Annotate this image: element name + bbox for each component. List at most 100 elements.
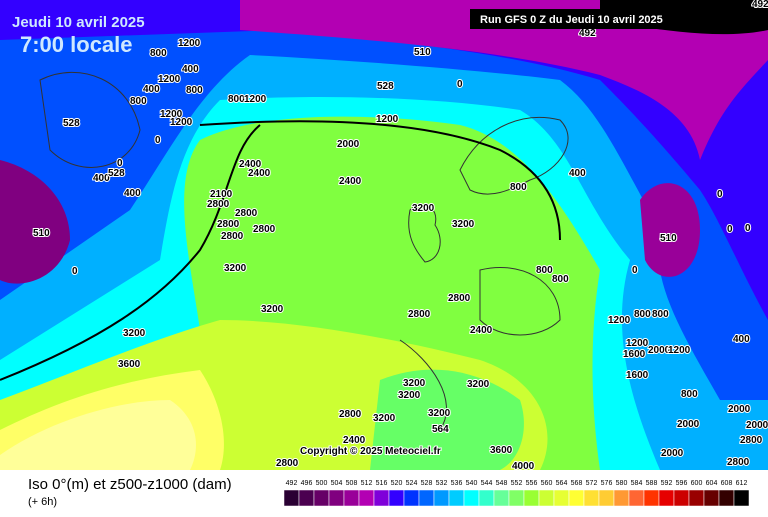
scale-label: 592: [661, 480, 673, 487]
contour-label: 564: [432, 424, 449, 435]
scale-swatch: [613, 489, 630, 507]
scale-swatch: [358, 489, 375, 507]
contour-label: 2800: [740, 435, 763, 446]
contour-label: 2100: [210, 189, 233, 200]
scale-label: 576: [601, 480, 613, 487]
forecast-step: (+ 6h): [28, 496, 57, 508]
scale-label: 516: [376, 480, 388, 487]
scale-swatch: [448, 489, 465, 507]
contour-label: 2800: [448, 293, 471, 304]
contour-label: 800: [510, 182, 527, 193]
contour-label: 1600: [626, 370, 649, 381]
scale-label: 496: [301, 480, 313, 487]
scale-label: 588: [646, 480, 658, 487]
scale-swatch: [373, 489, 390, 507]
mild-area: [370, 369, 524, 470]
contour-label: 2400: [339, 176, 362, 187]
contour-label: 400: [733, 334, 750, 345]
cold-area: [240, 0, 768, 160]
contour-label: 528: [377, 81, 394, 92]
contour-label: 2800: [276, 458, 299, 469]
scale-label: 584: [631, 480, 643, 487]
scale-label: 508: [346, 480, 358, 487]
scale-label: 596: [676, 480, 688, 487]
contour-label: 1200: [178, 38, 201, 49]
contour-label: 3600: [118, 359, 141, 370]
contour-label: 2400: [470, 325, 493, 336]
scale-swatch: [388, 489, 405, 507]
contour-label: 800: [634, 309, 651, 320]
scale-swatch: [478, 489, 495, 507]
cold-area: [0, 0, 768, 400]
contour-label: 1200: [668, 345, 691, 356]
contour-label: 400: [182, 64, 199, 75]
contour-label: 3200: [261, 304, 284, 315]
contour-label: 1200: [244, 94, 267, 105]
scale-label: 512: [361, 480, 373, 487]
contour-label: 0: [727, 224, 733, 235]
contour-label: 800: [536, 265, 553, 276]
contour-label: 1600: [623, 349, 646, 360]
contour-label: 510: [33, 228, 50, 239]
contour-label: 2000: [728, 404, 751, 415]
contour-label: 2000: [648, 345, 671, 356]
contour-label: 3200: [428, 408, 451, 419]
contour-label: 4000: [512, 461, 535, 472]
scale-swatch: [643, 489, 660, 507]
scale-label: 520: [391, 480, 403, 487]
scale-label: 572: [586, 480, 598, 487]
contour-label: 800: [681, 389, 698, 400]
contour-label: 2800: [207, 199, 230, 210]
contour-label: 3200: [373, 413, 396, 424]
scale-swatch: [553, 489, 570, 507]
scale-swatch: [418, 489, 435, 507]
scale-label: 504: [331, 480, 343, 487]
contour-label: 2400: [239, 159, 262, 170]
scale-label: 604: [706, 480, 718, 487]
warm-area: [0, 400, 196, 470]
color-scale: 492 496 500 504 508 512 516 520 524 528 532 536 540 5…: [283, 480, 750, 507]
scale-label: 556: [526, 480, 538, 487]
contour-label: 2000: [661, 448, 684, 459]
contour-label: 2800: [339, 409, 362, 420]
contour-label: 800: [552, 274, 569, 285]
contour-label: 1200: [626, 338, 649, 349]
scale-label: 536: [451, 480, 463, 487]
scale-swatch: [718, 489, 735, 507]
contour-label: 3600: [490, 445, 513, 456]
contour-label: 3200: [452, 219, 475, 230]
scale-swatch: [703, 489, 720, 507]
scale-swatch: [508, 489, 525, 507]
scale-swatch: [598, 489, 615, 507]
contour-label: 0: [632, 265, 638, 276]
contour-label: 800: [228, 94, 245, 105]
contour-label: 400: [143, 84, 160, 95]
contour-label: 400: [124, 188, 141, 199]
contour-label: 2400: [343, 435, 366, 446]
contour-label: 0: [117, 158, 123, 169]
scale-label: 608: [721, 480, 733, 487]
scale-label: 560: [541, 480, 553, 487]
scale-swatch: [523, 489, 540, 507]
contour-label: 1200: [608, 315, 631, 326]
contour-label: 3200: [412, 203, 435, 214]
scale-swatch: [583, 489, 600, 507]
copyright: Copyright © 2025 Meteociel.fr: [300, 446, 441, 457]
contour-label: 3200: [403, 378, 426, 389]
cold-core: [640, 183, 700, 277]
contour-label: 492: [579, 28, 596, 39]
contour-label: 0: [72, 266, 78, 277]
scale-swatch: [343, 489, 360, 507]
scale-swatch: [538, 489, 555, 507]
isobars: [0, 120, 561, 381]
contour-label: 800: [150, 48, 167, 59]
contour-label: 1200: [160, 109, 183, 120]
scale-label: 580: [616, 480, 628, 487]
contour-label: 2400: [248, 168, 271, 179]
contour-label: 3200: [467, 379, 490, 390]
contour-label: 2000: [337, 139, 360, 150]
scale-label: 600: [691, 480, 703, 487]
